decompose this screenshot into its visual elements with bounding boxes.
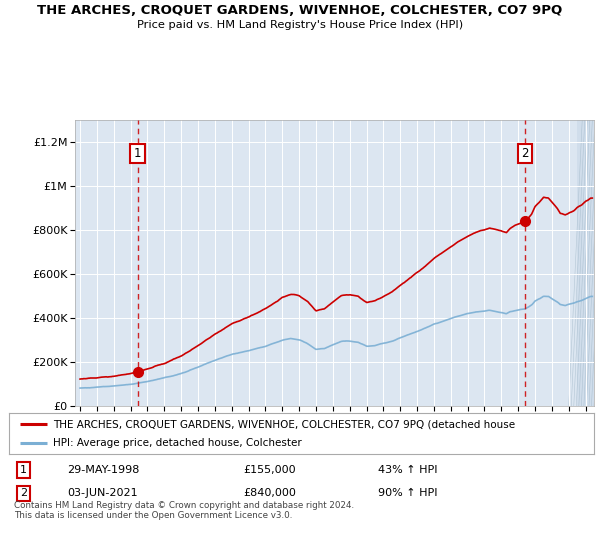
Text: £840,000: £840,000	[243, 488, 296, 498]
Text: 90% ↑ HPI: 90% ↑ HPI	[377, 488, 437, 498]
Text: Contains HM Land Registry data © Crown copyright and database right 2024.
This d: Contains HM Land Registry data © Crown c…	[14, 501, 354, 520]
Text: 03-JUN-2021: 03-JUN-2021	[67, 488, 138, 498]
Text: HPI: Average price, detached house, Colchester: HPI: Average price, detached house, Colc…	[53, 438, 302, 447]
Text: 43% ↑ HPI: 43% ↑ HPI	[377, 465, 437, 475]
Text: 2: 2	[20, 488, 27, 498]
Text: 1: 1	[134, 147, 141, 160]
Text: 29-MAY-1998: 29-MAY-1998	[67, 465, 140, 475]
Text: £155,000: £155,000	[243, 465, 296, 475]
Text: Price paid vs. HM Land Registry's House Price Index (HPI): Price paid vs. HM Land Registry's House …	[137, 20, 463, 30]
Text: 2: 2	[521, 147, 529, 160]
Text: THE ARCHES, CROQUET GARDENS, WIVENHOE, COLCHESTER, CO7 9PQ (detached house: THE ARCHES, CROQUET GARDENS, WIVENHOE, C…	[53, 419, 515, 429]
Text: THE ARCHES, CROQUET GARDENS, WIVENHOE, COLCHESTER, CO7 9PQ: THE ARCHES, CROQUET GARDENS, WIVENHOE, C…	[37, 4, 563, 17]
Text: 1: 1	[20, 465, 27, 475]
Bar	[577, 120, 594, 406]
